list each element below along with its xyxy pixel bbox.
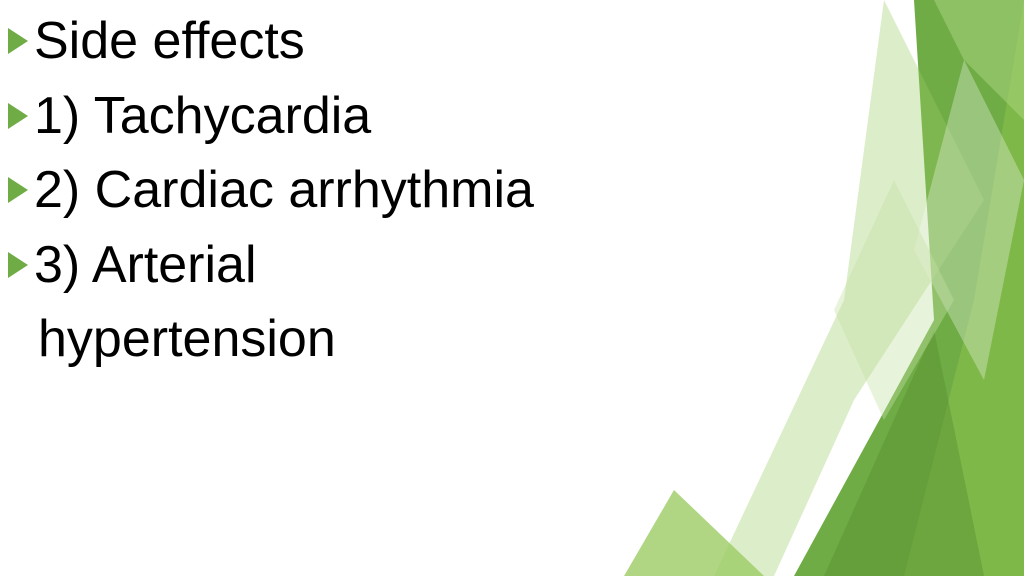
bullet-text: 3) Arterial — [34, 232, 257, 299]
bullet-item: 1) Tachycardia — [8, 83, 708, 150]
slide-container: Side effects 1) Tachycardia 2) Cardiac arr… — [0, 0, 1024, 576]
bullet-item: Side effects — [8, 8, 708, 75]
bullet-marker-icon — [8, 28, 28, 54]
bullet-text-continuation: hypertension — [38, 306, 708, 373]
bullet-marker-icon — [8, 177, 28, 203]
bullet-marker-icon — [8, 103, 28, 129]
bullet-item: 3) Arterial — [8, 232, 708, 299]
bullet-text: 2) Cardiac arrhythmia — [34, 157, 534, 224]
bullet-text: Side effects — [34, 8, 305, 75]
bullet-list: Side effects 1) Tachycardia 2) Cardiac arr… — [8, 8, 708, 381]
bullet-text: 1) Tachycardia — [34, 83, 371, 150]
bullet-item: 2) Cardiac arrhythmia — [8, 157, 708, 224]
bullet-marker-icon — [8, 252, 28, 278]
